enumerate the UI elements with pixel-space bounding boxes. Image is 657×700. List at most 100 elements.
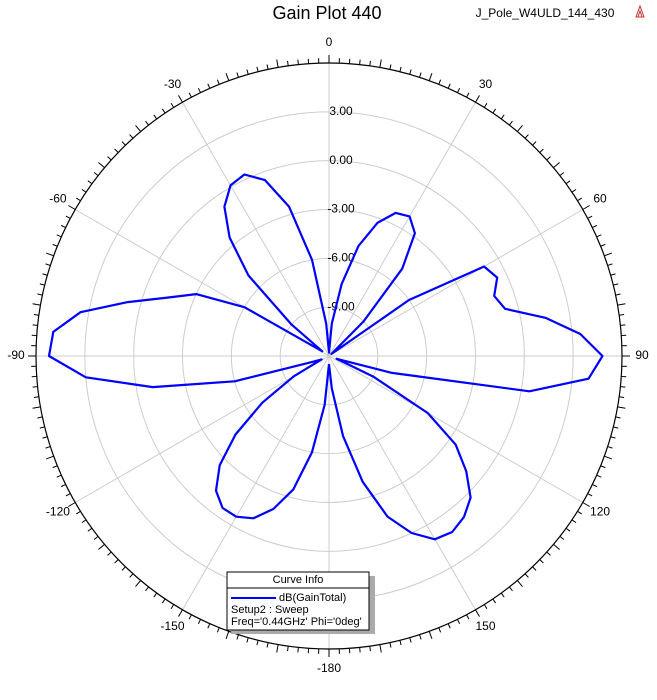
minor-tick: [380, 60, 381, 68]
r-tick-label: 0.00: [329, 153, 353, 167]
minor-tick: [448, 624, 450, 629]
theta-tick-label: 60: [593, 192, 607, 206]
minor-tick: [525, 135, 528, 139]
minor-tick: [108, 552, 112, 555]
minor-tick: [82, 520, 86, 523]
minor-tick: [390, 65, 391, 70]
minor-tick: [611, 274, 616, 275]
minor-tick: [547, 157, 551, 160]
legend-note: Setup2 : Sweep: [231, 604, 309, 616]
legend-label: dB(GainTotal): [279, 592, 346, 604]
minor-tick: [400, 640, 401, 645]
minor-tick: [298, 647, 299, 652]
minor-tick: [179, 610, 183, 617]
minor-tick: [108, 157, 112, 160]
minor-tick: [476, 95, 480, 102]
minor-tick: [616, 294, 621, 295]
minor-tick: [476, 610, 480, 617]
minor-tick: [608, 264, 613, 266]
theta-tick-label: 0: [326, 35, 333, 49]
theta-tick-label: -60: [49, 192, 67, 206]
minor-tick: [171, 103, 174, 107]
minor-tick: [608, 447, 613, 449]
minor-tick: [509, 121, 512, 125]
minor-tick: [577, 511, 581, 514]
minor-tick: [597, 475, 602, 477]
minor-tick: [560, 173, 564, 176]
minor-tick: [122, 567, 125, 571]
minor-tick: [82, 189, 86, 192]
minor-tick: [98, 163, 104, 168]
minor-tick: [61, 225, 65, 227]
minor-tick: [136, 125, 141, 131]
theta-tick-label: -120: [46, 505, 70, 519]
minor-tick: [34, 397, 39, 398]
minor-tick: [553, 544, 559, 549]
minor-tick: [533, 142, 536, 146]
minor-tick: [493, 599, 496, 603]
minor-tick: [572, 189, 576, 192]
minor-tick: [484, 604, 487, 608]
theta-tick-label: -180: [317, 661, 341, 675]
minor-tick: [601, 466, 606, 468]
minor-tick: [298, 60, 299, 65]
minor-tick: [208, 84, 210, 89]
minor-tick: [34, 315, 39, 316]
minor-tick: [171, 604, 174, 608]
minor-tick: [618, 407, 626, 408]
minor-tick: [572, 520, 576, 523]
minor-tick: [115, 149, 119, 152]
theta-tick-label: -150: [160, 619, 184, 633]
minor-tick: [130, 574, 133, 578]
theta-tick-label: -30: [164, 77, 182, 91]
minor-tick: [457, 88, 459, 92]
minor-tick: [420, 73, 422, 78]
minor-tick: [33, 407, 41, 408]
minor-tick: [208, 624, 210, 629]
minor-tick: [277, 645, 278, 653]
minor-tick: [189, 615, 191, 619]
minor-tick: [493, 109, 496, 113]
minor-tick: [597, 235, 602, 237]
minor-tick: [620, 387, 625, 388]
minor-tick: [88, 528, 92, 531]
minor-tick: [613, 427, 618, 428]
minor-tick: [33, 387, 38, 388]
minor-tick: [217, 628, 219, 633]
minor-tick: [501, 593, 504, 597]
minor-tick: [68, 206, 75, 210]
minor-tick: [66, 494, 70, 496]
minor-tick: [604, 253, 612, 256]
legend: Curve Info dB(GainTotal) Setup2 : Sweep …: [227, 572, 375, 634]
minor-tick: [583, 503, 590, 507]
minor-tick: [217, 80, 219, 85]
minor-tick: [592, 225, 596, 227]
minor-tick: [98, 544, 104, 549]
minor-tick: [588, 216, 592, 218]
minor-tick: [33, 304, 41, 305]
minor-tick: [601, 244, 606, 246]
minor-tick: [540, 560, 544, 563]
minor-tick: [53, 244, 58, 246]
minor-tick: [448, 84, 450, 89]
minor-tick: [237, 635, 239, 640]
minor-tick: [288, 646, 289, 651]
minor-tick: [619, 315, 624, 316]
minor-tick: [88, 181, 92, 184]
minor-tick: [517, 580, 522, 586]
logo: [636, 6, 644, 17]
theta-tick-label: 90: [635, 348, 649, 362]
minor-tick: [540, 149, 544, 152]
minor-tick: [370, 646, 371, 651]
gain-curve: [49, 175, 603, 540]
minor-tick: [43, 437, 48, 438]
minor-tick: [94, 536, 98, 539]
minor-tick: [509, 587, 512, 591]
minor-tick: [618, 304, 626, 305]
minor-tick: [146, 587, 149, 591]
minor-tick: [130, 135, 133, 139]
minor-tick: [38, 294, 43, 295]
minor-tick: [467, 615, 469, 619]
minor-tick: [115, 560, 119, 563]
